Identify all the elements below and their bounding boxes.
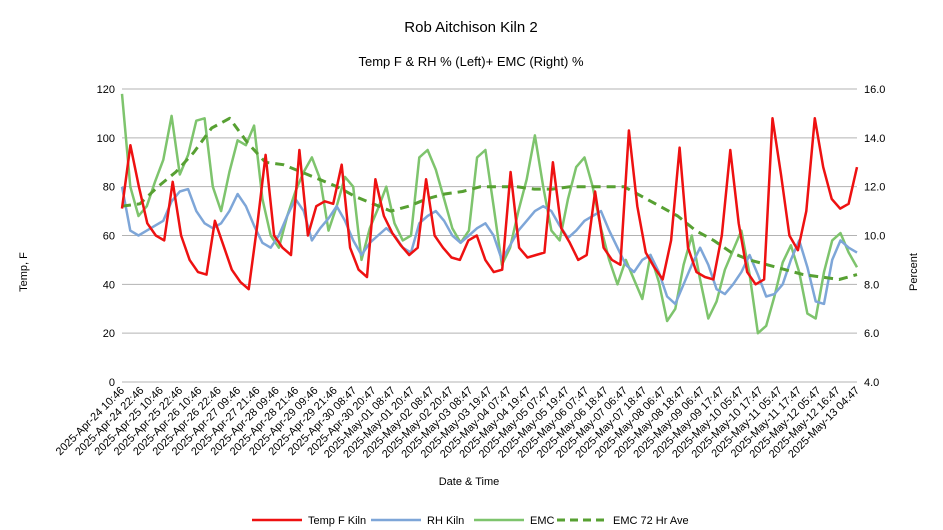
y-axis-right-ticks: 4.0 6.0 8.0 10.0 12.0 14.0 16.0 xyxy=(864,84,885,389)
y-right-tick-label: 12.0 xyxy=(864,182,885,194)
series-line-rh-kiln xyxy=(120,186,858,306)
series-line-emc xyxy=(120,93,859,335)
gridlines xyxy=(122,88,857,383)
plot-area xyxy=(120,93,859,335)
y-left-tick-label: 80 xyxy=(103,182,115,194)
x-axis-title: Date & Time xyxy=(439,476,500,488)
legend-label: Temp F Kiln xyxy=(308,515,366,527)
legend-label: EMC xyxy=(530,515,555,527)
legend-label: EMC 72 Hr Ave xyxy=(613,515,689,527)
y-axis-left-title: Temp, F xyxy=(18,252,30,292)
y-left-tick-label: 100 xyxy=(97,133,115,145)
chart-title: Rob Aitchison Kiln 2 xyxy=(404,19,537,36)
y-right-tick-label: 14.0 xyxy=(864,133,885,145)
series-line-temp-f-kiln xyxy=(120,117,859,291)
y-right-tick-label: 16.0 xyxy=(864,84,885,96)
series-line-emc-72-hr-ave xyxy=(121,116,858,281)
y-left-tick-label: 0 xyxy=(109,377,115,389)
y-left-tick-label: 60 xyxy=(103,231,115,243)
y-right-tick-label: 6.0 xyxy=(864,328,879,340)
y-axis-left-ticks: 0 20 40 60 80 100 120 xyxy=(97,84,115,389)
y-right-tick-label: 8.0 xyxy=(864,279,879,291)
y-axis-right-title: Percent xyxy=(908,253,920,291)
legend-label: RH Kiln xyxy=(427,515,464,527)
y-left-tick-label: 20 xyxy=(103,328,115,340)
y-right-tick-label: 10.0 xyxy=(864,231,885,243)
y-left-tick-label: 120 xyxy=(97,84,115,96)
chart-subtitle: Temp F & RH % (Left)+ EMC (Right) % xyxy=(358,54,583,69)
y-left-tick-label: 40 xyxy=(103,279,115,291)
y-right-tick-label: 4.0 xyxy=(864,377,879,389)
legend: Temp F Kiln RH Kiln EMC EMC 72 Hr Ave xyxy=(252,515,689,527)
